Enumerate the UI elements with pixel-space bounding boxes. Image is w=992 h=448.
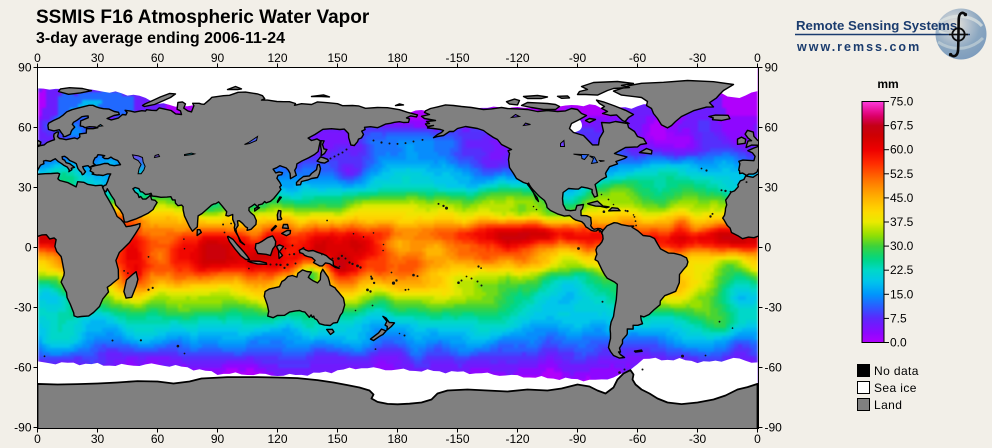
svg-text:No data: No data: [874, 364, 919, 378]
svg-text:-90: -90: [765, 421, 783, 435]
svg-text:0: 0: [34, 432, 41, 446]
svg-text:30: 30: [91, 432, 105, 446]
svg-text:Land: Land: [874, 398, 902, 412]
svg-text:SSMIS F16 Atmospheric Water Va: SSMIS F16 Atmospheric Water Vapor: [36, 7, 370, 28]
svg-text:-90: -90: [569, 51, 587, 65]
svg-text:-30: -30: [14, 301, 32, 315]
svg-text:Remote Sensing Systems: Remote Sensing Systems: [796, 18, 957, 33]
svg-text:37.5: 37.5: [890, 215, 914, 229]
svg-text:0: 0: [754, 51, 761, 65]
svg-text:180: 180: [387, 51, 407, 65]
svg-text:-60: -60: [765, 361, 783, 375]
svg-text:-120: -120: [505, 432, 529, 446]
svg-text:30: 30: [18, 181, 32, 195]
svg-text:-90: -90: [569, 432, 587, 446]
svg-text:45.0: 45.0: [890, 191, 914, 205]
svg-text:52.5: 52.5: [890, 167, 914, 181]
svg-text:90: 90: [211, 51, 225, 65]
svg-text:0.0: 0.0: [890, 336, 907, 350]
svg-text:15.0: 15.0: [890, 287, 914, 301]
svg-text:150: 150: [327, 51, 347, 65]
svg-text:90: 90: [211, 432, 225, 446]
svg-text:0: 0: [34, 51, 41, 65]
svg-text:Sea ice: Sea ice: [874, 381, 917, 395]
svg-text:-60: -60: [14, 361, 32, 375]
svg-text:120: 120: [267, 51, 287, 65]
svg-text:0: 0: [765, 241, 772, 255]
svg-text:-150: -150: [445, 51, 469, 65]
svg-text:-60: -60: [629, 51, 647, 65]
svg-text:60: 60: [765, 121, 779, 135]
svg-text:90: 90: [765, 61, 779, 75]
svg-text:-60: -60: [629, 432, 647, 446]
svg-text:-150: -150: [445, 432, 469, 446]
svg-text:30.0: 30.0: [890, 239, 914, 253]
svg-text:60: 60: [151, 432, 165, 446]
svg-text:-90: -90: [14, 421, 32, 435]
svg-text:3-day average ending 2006-11-2: 3-day average ending 2006-11-24: [36, 30, 285, 47]
svg-text:22.5: 22.5: [890, 263, 914, 277]
svg-text:90: 90: [18, 61, 32, 75]
svg-text:150: 150: [327, 432, 347, 446]
svg-text:-30: -30: [689, 51, 707, 65]
svg-text:120: 120: [267, 432, 287, 446]
svg-text:180: 180: [387, 432, 407, 446]
svg-text:60: 60: [18, 121, 32, 135]
svg-text:60: 60: [151, 51, 165, 65]
svg-text:67.5: 67.5: [890, 119, 914, 133]
svg-text:30: 30: [765, 181, 779, 195]
svg-text:-120: -120: [505, 51, 529, 65]
svg-text:-30: -30: [689, 432, 707, 446]
svg-text:0: 0: [754, 432, 761, 446]
svg-text:75.0: 75.0: [890, 95, 914, 109]
svg-text:30: 30: [91, 51, 105, 65]
svg-text:60.0: 60.0: [890, 143, 914, 157]
svg-text:-30: -30: [765, 301, 783, 315]
svg-text:7.5: 7.5: [890, 311, 907, 325]
svg-text:0: 0: [25, 241, 32, 255]
svg-text:mm: mm: [877, 77, 898, 91]
svg-text:www.remss.com: www.remss.com: [796, 40, 921, 54]
